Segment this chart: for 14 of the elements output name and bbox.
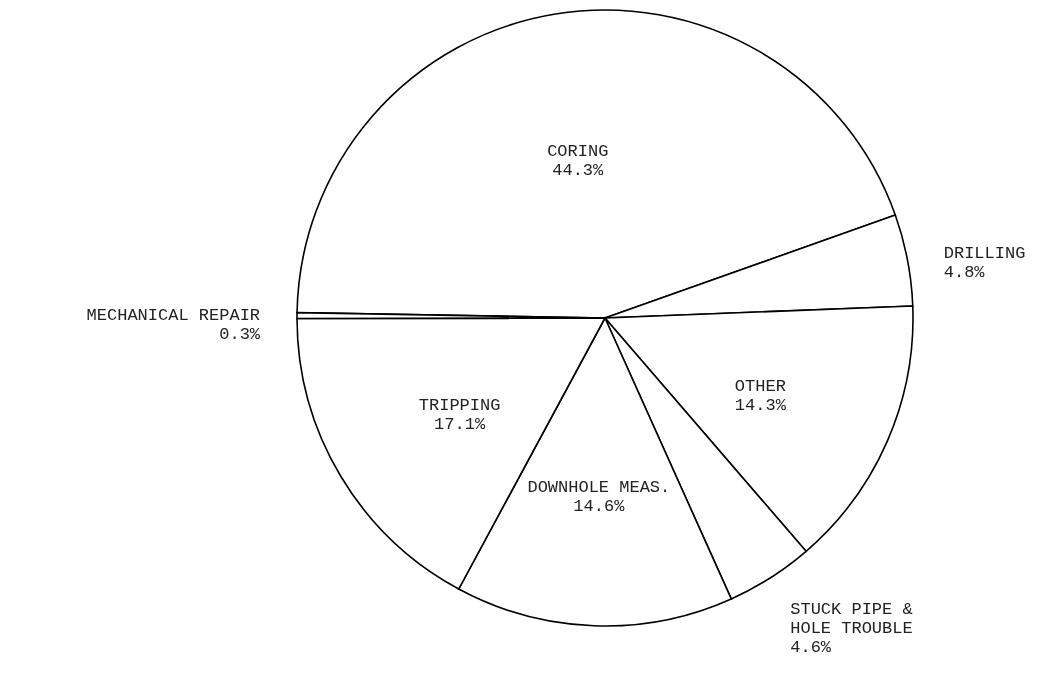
data-label: 4.8% (943, 262, 986, 282)
data-label: 17.1% (434, 414, 486, 434)
data-label: 0.3% (219, 325, 261, 345)
slice-label: DOWNHOLE MEAS. (527, 478, 671, 498)
data-label: 14.3% (734, 395, 787, 415)
data-label: 4.6% (790, 638, 832, 657)
data-label: 14.6% (573, 497, 626, 517)
slice-label: OTHER (734, 376, 786, 396)
slice-label: MECHANICAL REPAIR (86, 306, 261, 326)
slice-label: CORING (547, 141, 609, 161)
slice-label: DRILLING (943, 243, 1026, 263)
slice-label: TRIPPING (418, 395, 501, 415)
data-label: 44.3% (552, 160, 605, 180)
slice-label: STUCK PIPE & HOLE TROUBLE (790, 600, 913, 638)
